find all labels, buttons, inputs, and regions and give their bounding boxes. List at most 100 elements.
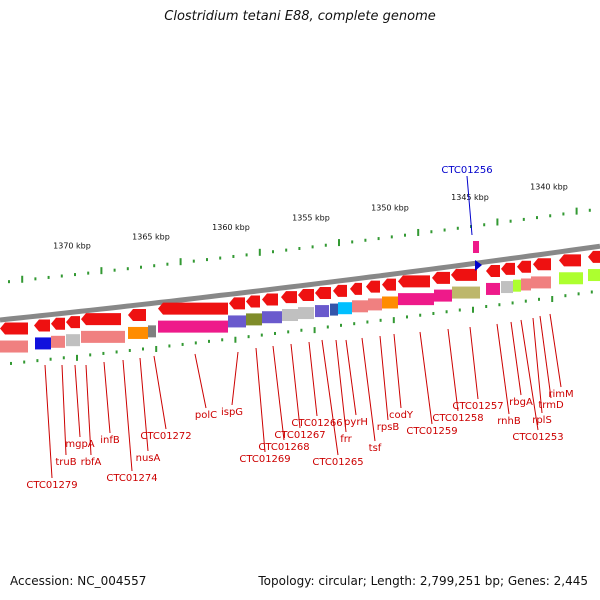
gene-block[interactable] xyxy=(434,289,452,302)
gene-arrow[interactable] xyxy=(81,313,121,326)
gene-label[interactable]: codY xyxy=(389,410,414,421)
gene-block[interactable] xyxy=(368,298,382,311)
gene-block[interactable] xyxy=(228,315,246,328)
gene-block[interactable] xyxy=(128,326,148,339)
gene-label[interactable]: rbgA xyxy=(509,397,533,408)
gene-block[interactable] xyxy=(531,276,551,289)
ruler-tick xyxy=(166,262,169,266)
gene-label[interactable]: trmD xyxy=(538,400,564,411)
scale-label: 1360 kbp xyxy=(212,223,250,232)
gene-arrow[interactable] xyxy=(533,258,551,271)
gene-label[interactable]: CTC01274 xyxy=(106,473,157,484)
gene-block[interactable] xyxy=(382,296,398,309)
gene-block[interactable] xyxy=(35,337,51,350)
gene-block[interactable] xyxy=(315,305,329,318)
gene-label-leader xyxy=(532,317,543,414)
gene-arrow[interactable] xyxy=(588,250,600,263)
gene-label[interactable]: CTC01259 xyxy=(406,426,457,437)
gene-block[interactable] xyxy=(66,334,80,347)
gene-label[interactable]: CTC01258 xyxy=(432,413,483,424)
gene-block[interactable] xyxy=(148,325,156,338)
gene-label[interactable]: rnhB xyxy=(497,416,521,427)
inner-tick xyxy=(10,361,12,365)
gene-arrow[interactable] xyxy=(517,260,531,273)
gene-arrow[interactable] xyxy=(486,264,500,277)
gene-block[interactable] xyxy=(501,281,513,294)
gene-label[interactable]: mgpA xyxy=(65,439,94,450)
gene-block[interactable] xyxy=(588,269,600,282)
gene-arrow[interactable] xyxy=(501,262,515,275)
gene-label[interactable]: CTC01267 xyxy=(274,430,325,441)
gene-arrow[interactable] xyxy=(298,289,314,302)
gene-arrow[interactable] xyxy=(281,291,297,304)
gene-label[interactable]: CTC01253 xyxy=(512,432,563,443)
gene-block[interactable] xyxy=(158,320,228,333)
gene-label[interactable]: nusA xyxy=(136,453,161,464)
gene-arrow[interactable] xyxy=(262,293,278,306)
gene-label[interactable]: CTC01268 xyxy=(258,442,309,453)
gene-label[interactable]: rplS xyxy=(532,415,552,426)
highlighted-gene-label[interactable]: CTC01256 xyxy=(441,165,492,176)
gene-arrow[interactable] xyxy=(66,316,80,329)
gene-arrow[interactable] xyxy=(366,280,380,293)
gene-arrow[interactable] xyxy=(229,297,245,310)
scale-label: 1355 kbp xyxy=(292,213,330,222)
gene-arrow[interactable] xyxy=(315,286,331,299)
gene-block[interactable] xyxy=(486,282,500,295)
gene-label[interactable]: rbfA xyxy=(81,457,102,468)
gene-block[interactable] xyxy=(513,279,521,292)
gene-arrow[interactable] xyxy=(34,319,50,332)
gene-label[interactable]: CTC01265 xyxy=(312,457,363,468)
gene-arrow[interactable] xyxy=(0,322,28,335)
ruler-tick xyxy=(430,230,433,234)
gene-label[interactable]: CTC01266 xyxy=(291,418,342,429)
gene-arrow[interactable] xyxy=(333,284,347,297)
gene-block[interactable] xyxy=(330,303,338,316)
gene-arrow[interactable] xyxy=(350,282,362,295)
gene-label[interactable]: rimM xyxy=(548,389,573,400)
gene-arrow[interactable] xyxy=(51,317,65,330)
gene-arrow[interactable] xyxy=(246,295,260,308)
ruler-tick xyxy=(562,212,565,216)
gene-label[interactable]: tsf xyxy=(369,443,382,454)
gene-label[interactable]: truB xyxy=(55,457,76,468)
gene-arrow[interactable] xyxy=(559,254,581,267)
ruler-tick xyxy=(298,246,301,250)
gene-label[interactable]: infB xyxy=(100,435,120,446)
gene-label[interactable]: CTC01269 xyxy=(239,454,290,465)
gene-block[interactable] xyxy=(262,311,282,324)
gene-label-leader xyxy=(139,357,149,452)
gene-arrow[interactable] xyxy=(451,268,477,281)
gene-block[interactable] xyxy=(452,286,480,299)
gene-block[interactable] xyxy=(398,293,434,306)
gene-block[interactable] xyxy=(559,272,583,285)
gene-block[interactable] xyxy=(81,330,125,343)
genome-backbone xyxy=(0,243,600,323)
gene-arrow[interactable] xyxy=(398,275,430,288)
gene-label[interactable]: CTC01279 xyxy=(26,480,77,491)
gene-label-leader xyxy=(74,364,81,438)
gene-label[interactable]: frr xyxy=(340,434,352,445)
inner-tick xyxy=(326,325,329,329)
gene-arrow[interactable] xyxy=(158,302,228,315)
gene-block[interactable] xyxy=(352,300,368,313)
gene-block[interactable] xyxy=(338,302,352,315)
ruler-tick xyxy=(219,256,222,260)
gene-block[interactable] xyxy=(282,309,298,322)
gene-block[interactable] xyxy=(521,278,531,291)
gene-label[interactable]: ispG xyxy=(221,407,243,418)
gene-arrow[interactable] xyxy=(382,278,396,291)
gene-label[interactable]: CTC01257 xyxy=(452,401,503,412)
gene-label[interactable]: polC xyxy=(195,410,217,421)
gene-block[interactable] xyxy=(51,335,65,348)
gene-arrow[interactable] xyxy=(128,309,146,322)
gene-block[interactable] xyxy=(246,313,262,326)
gene-label[interactable]: CTC01272 xyxy=(140,431,191,442)
highlighted-gene-block[interactable] xyxy=(473,241,479,253)
gene-block[interactable] xyxy=(298,307,314,320)
gene-label[interactable]: rpsB xyxy=(377,422,400,433)
gene-block[interactable] xyxy=(0,340,28,353)
gene-arrow[interactable] xyxy=(432,271,450,284)
gene-label[interactable]: pyrH xyxy=(344,417,368,428)
